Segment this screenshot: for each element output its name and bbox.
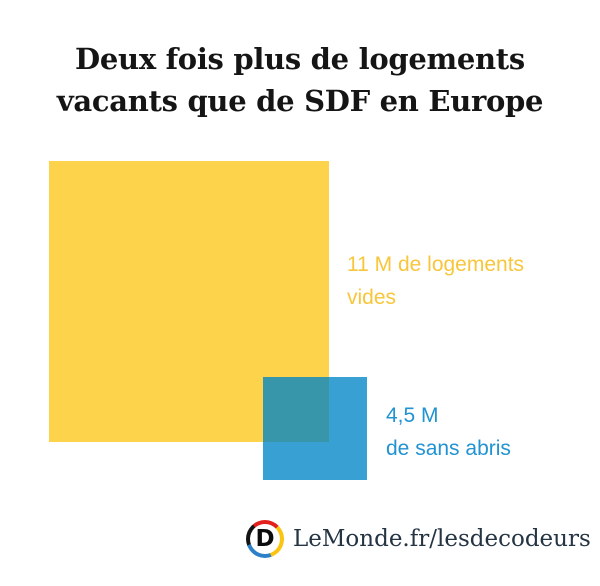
vacant-homes-label-line2: vides (347, 286, 397, 309)
homeless-people-label-line1: 4,5 M (386, 404, 439, 427)
homeless-people-square (263, 377, 367, 480)
chart-title: Deux fois plus de logements vacants que … (0, 38, 600, 122)
vacant-homes-label: 11 M de logements vides (347, 248, 524, 314)
lesdecodeurs-logo-letter: D (255, 525, 275, 552)
footer-site-url: LeMonde.fr/lesdecodeurs (293, 526, 591, 552)
homeless-people-label-line2: de sans abris (386, 437, 511, 460)
footer: D LeMonde.fr/lesdecodeurs (246, 519, 591, 559)
lesdecodeurs-logo-inner: D (250, 524, 280, 554)
chart-title-line1: Deux fois plus de logements (75, 42, 525, 76)
vacant-homes-label-line1: 11 M de logements (347, 253, 525, 276)
homeless-people-label: 4,5 M de sans abris (386, 399, 511, 465)
chart-title-line2: vacants que de SDF en Europe (56, 84, 544, 118)
lesdecodeurs-logo-icon: D (246, 520, 284, 558)
